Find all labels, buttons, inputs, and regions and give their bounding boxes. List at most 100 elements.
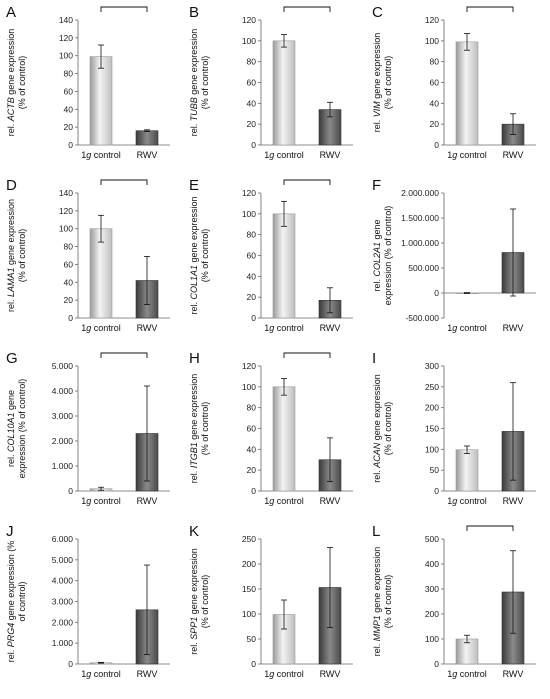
significance-bracket (100, 6, 148, 12)
significance-bracket (283, 179, 331, 185)
y-tick-label: 0 (68, 659, 73, 669)
y-tick-label: 20 (247, 465, 257, 475)
y-axis-label: rel. PRG4 gene expression (%of control) (6, 541, 27, 663)
category-label: RWV (137, 496, 158, 506)
category-label: RWV (503, 669, 524, 679)
y-tick-label: 100 (425, 634, 439, 644)
panel-letter: K (189, 523, 199, 540)
bar-control (272, 40, 296, 146)
y-tick-label: 200 (242, 559, 256, 569)
category-label: RWV (320, 150, 341, 160)
chart-panel-b: B 0 20 40 60 80 100 120 1g control RWV rel. TUBB g… (189, 4, 353, 160)
y-tick-label: 20 (247, 292, 257, 302)
y-tick-label: 80 (430, 57, 440, 67)
y-axis-label: rel. COL10A1 geneexpression (% of contro… (6, 379, 27, 479)
chart-panel-g: G 0 1.000 2.000 3.000 4.000 5.000 1g control RWV… (6, 350, 170, 506)
y-tick-label: 40 (247, 98, 257, 108)
category-label: 1g control (81, 150, 121, 160)
y-tick-label: 0 (434, 288, 439, 298)
y-axis-label: rel. MMP1 gene expression(% of control) (372, 547, 393, 657)
y-tick-label: 60 (247, 251, 257, 261)
y-tick-label: 120 (242, 15, 256, 25)
y-tick-label: 80 (247, 230, 257, 240)
y-tick-label: 80 (64, 242, 74, 252)
chart-panel-c: C 0 20 40 60 80 100 120 1g control RWV rel. VIM ge… (372, 4, 536, 160)
bar-control (272, 213, 296, 319)
y-tick-label: 150 (242, 584, 256, 594)
chart-panel-k: K 0 50 100 150 200 250 1g control RWV rel. SPP1 g… (189, 523, 353, 679)
y-tick-label: 2.000 (52, 617, 74, 627)
panel-letter: A (6, 4, 16, 21)
category-label: RWV (503, 150, 524, 160)
y-tick-label: 0 (68, 486, 73, 496)
y-tick-label: 0 (68, 313, 73, 323)
y-axis-label: rel. TUBB gene expression(% of control) (189, 29, 210, 137)
y-axis-label: rel. LAMA1 gene expression(% of control) (6, 199, 27, 312)
y-tick-label: 0 (251, 140, 256, 150)
chart-panel-f: F -500.000 0 500.000 1.000.000 1.500.000 2.000… (372, 177, 536, 333)
y-tick-label: 20 (430, 119, 440, 129)
y-tick-label: 140 (59, 188, 73, 198)
y-tick-label: 0 (434, 140, 439, 150)
category-label: 1g control (264, 669, 304, 679)
bar-control (455, 449, 479, 492)
chart-panel-e: E 0 20 40 60 80 100 120 1g control RWV rel. COL1A1… (189, 177, 353, 333)
category-label: RWV (137, 669, 158, 679)
y-tick-label: 5.000 (52, 361, 74, 371)
y-axis-label: rel. VIM gene expression(% of control) (372, 33, 393, 133)
y-tick-label: 80 (64, 69, 74, 79)
significance-bracket (283, 352, 331, 358)
panel-letter: H (189, 350, 200, 367)
category-label: RWV (503, 323, 524, 333)
y-tick-label: 100 (242, 382, 256, 392)
category-label: 1g control (264, 323, 304, 333)
chart-panel-j: J 0 1.000 2.000 3.000 4.000 5.000 6.000 1g contr… (6, 523, 170, 679)
y-tick-label: 40 (64, 104, 74, 114)
y-tick-label: 0 (251, 313, 256, 323)
y-tick-label: 500.000 (408, 263, 439, 273)
category-label: 1g control (264, 496, 304, 506)
panel-letter: I (372, 350, 376, 367)
y-tick-label: 120 (59, 33, 73, 43)
y-tick-label: 1.000 (52, 638, 74, 648)
y-axis-label: rel. ACTB gene expression(% of control) (6, 29, 27, 137)
y-axis-label: rel. COL2A1 geneexpression (% of control… (372, 206, 393, 306)
chart-panel-a: A 0 20 40 60 80 100 120 140 1g control RWV rel. ACT… (6, 4, 170, 160)
panel-letter: D (6, 177, 17, 194)
y-tick-label: 100 (242, 209, 256, 219)
y-tick-label: 300 (425, 361, 439, 371)
bar-control (272, 386, 296, 492)
y-tick-label: 40 (430, 98, 440, 108)
y-tick-label: 50 (247, 634, 257, 644)
category-label: RWV (320, 496, 341, 506)
y-tick-label: 20 (64, 295, 74, 305)
chart-panel-i: I 0 50 100 150 200 250 300 1g control RWV rel. ACA… (372, 350, 536, 506)
y-tick-label: 100 (59, 51, 73, 61)
category-label: RWV (320, 669, 341, 679)
bar-control (455, 41, 479, 146)
y-tick-label: 80 (247, 57, 257, 67)
y-tick-label: 60 (64, 259, 74, 269)
y-tick-label: 3.000 (52, 597, 74, 607)
y-tick-label: 20 (247, 119, 257, 129)
category-label: 1g control (447, 669, 487, 679)
category-label: RWV (503, 496, 524, 506)
y-tick-label: 2.000 (52, 436, 74, 446)
y-tick-label: 40 (247, 271, 257, 281)
y-tick-label: 250 (425, 382, 439, 392)
y-tick-label: -500.000 (405, 313, 439, 323)
panel-letter: L (372, 523, 380, 540)
y-tick-label: 100 (425, 444, 439, 454)
y-tick-label: 500 (425, 534, 439, 544)
bar-control (89, 56, 113, 146)
category-label: 1g control (81, 323, 121, 333)
panel-letter: C (372, 4, 383, 21)
significance-bracket (466, 525, 514, 531)
panel-letter: J (6, 523, 14, 540)
y-tick-label: 200 (425, 609, 439, 619)
y-tick-label: 5.000 (52, 555, 74, 565)
significance-bracket (100, 179, 148, 185)
category-label: RWV (137, 150, 158, 160)
significance-bracket (466, 6, 514, 12)
